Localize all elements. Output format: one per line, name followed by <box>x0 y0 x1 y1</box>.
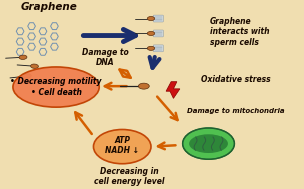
Ellipse shape <box>23 74 31 78</box>
Polygon shape <box>166 82 180 98</box>
Ellipse shape <box>147 16 155 21</box>
FancyBboxPatch shape <box>153 15 163 22</box>
Ellipse shape <box>13 67 99 107</box>
Text: • Decreasing motility
• Cell death: • Decreasing motility • Cell death <box>10 77 102 97</box>
Ellipse shape <box>183 128 234 159</box>
Ellipse shape <box>19 55 27 59</box>
Text: Oxidative stress: Oxidative stress <box>201 75 271 84</box>
Ellipse shape <box>189 134 228 153</box>
Text: Damage to mitochondria: Damage to mitochondria <box>187 108 285 114</box>
FancyBboxPatch shape <box>153 30 163 37</box>
FancyBboxPatch shape <box>153 45 163 52</box>
Text: Graphene
interacts with
sperm cells: Graphene interacts with sperm cells <box>210 17 269 47</box>
Ellipse shape <box>138 83 149 89</box>
Ellipse shape <box>147 31 155 36</box>
Ellipse shape <box>31 64 38 68</box>
Ellipse shape <box>93 129 151 164</box>
Text: Damage to
DNA: Damage to DNA <box>81 48 128 67</box>
Ellipse shape <box>147 46 155 50</box>
Text: ATP
NADH ↓: ATP NADH ↓ <box>105 136 139 155</box>
Text: Graphene: Graphene <box>20 2 77 12</box>
Text: Decreasing in
cell energy level: Decreasing in cell energy level <box>94 167 165 186</box>
